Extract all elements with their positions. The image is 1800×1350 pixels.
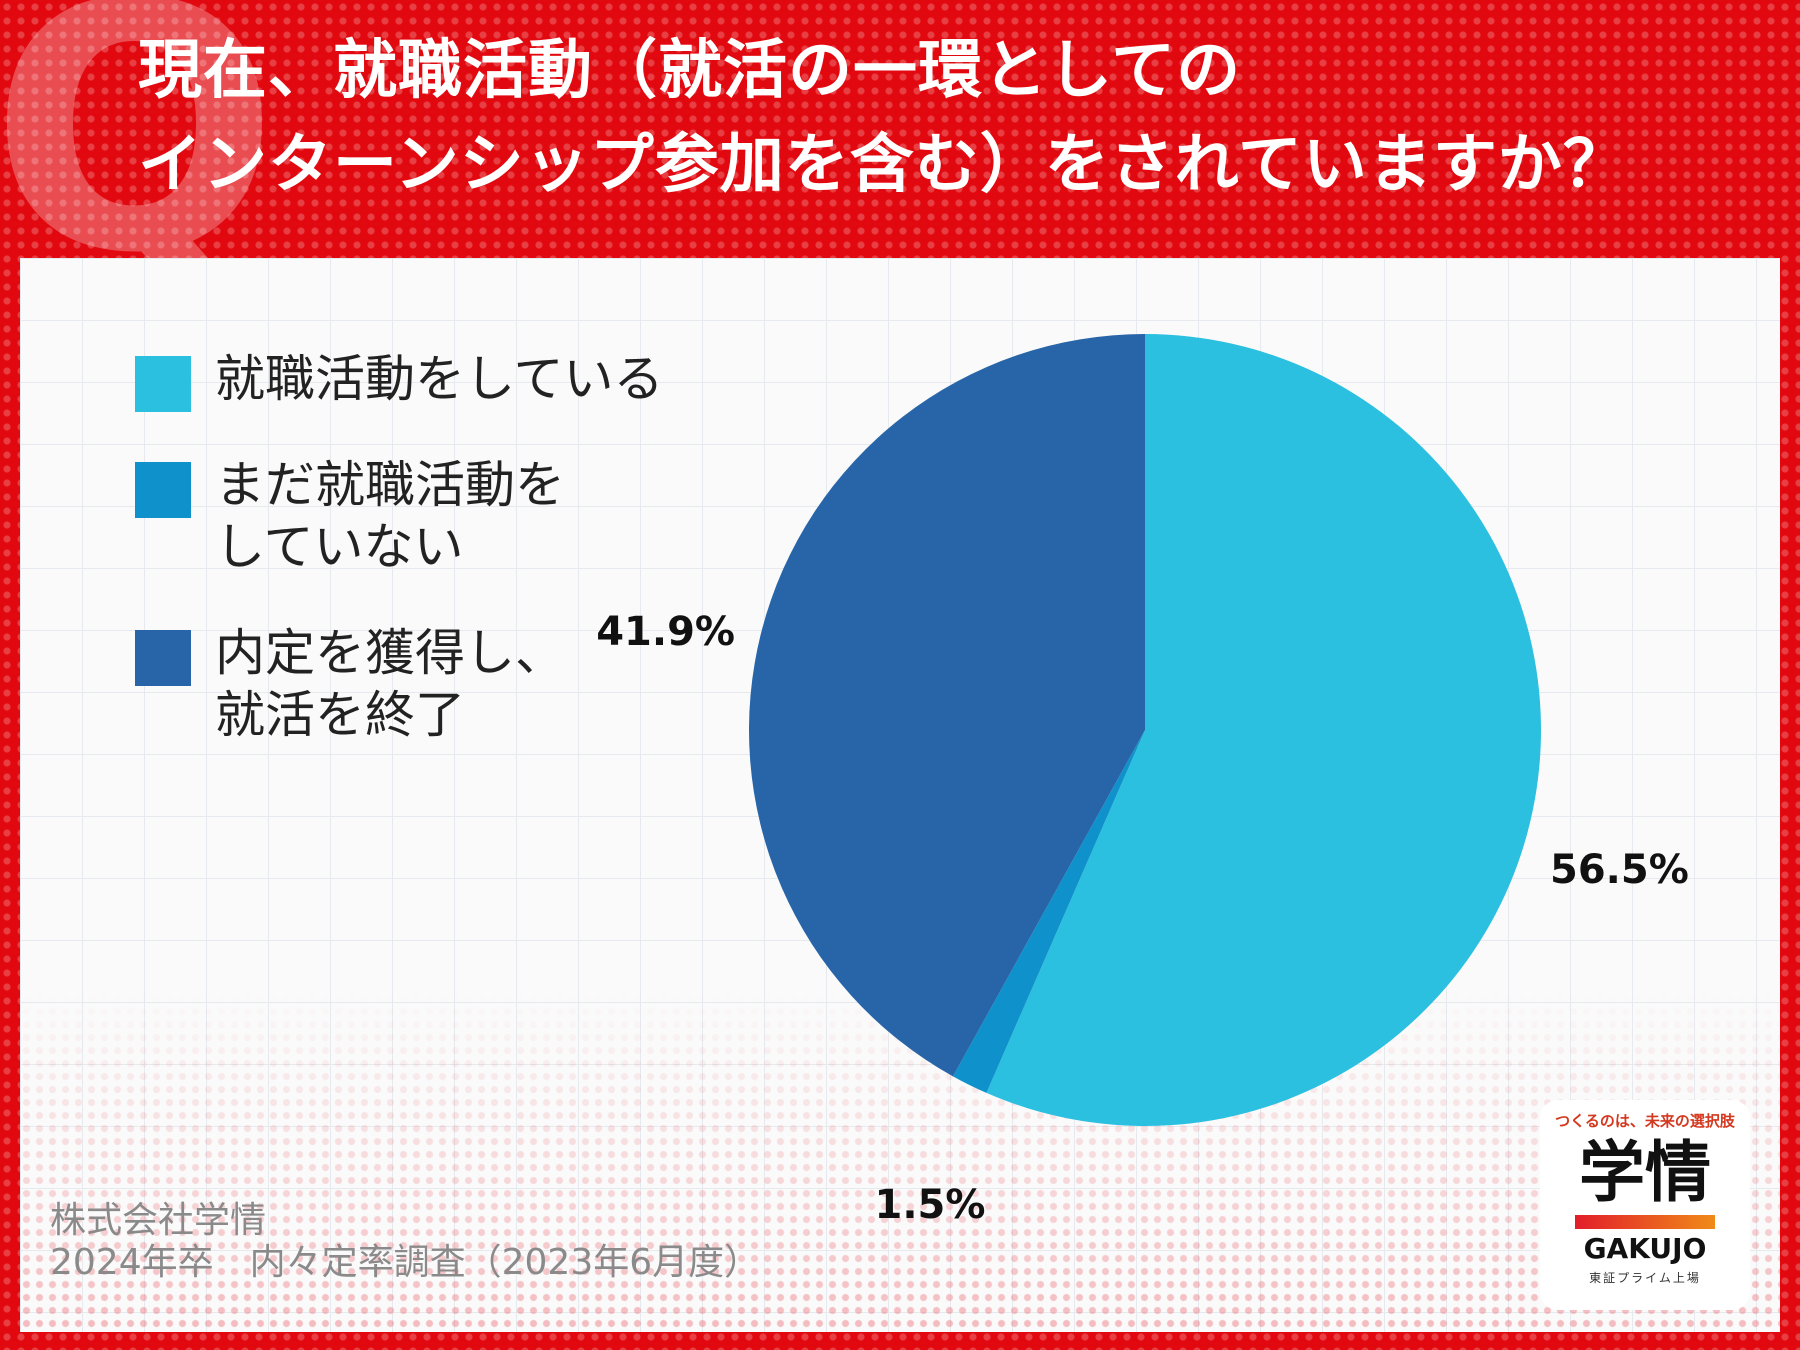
logo-en: GAKUJO — [1583, 1232, 1707, 1265]
pie-slice-finished — [748, 334, 1145, 1077]
source-survey: 2024年卒 内々定率調査（2023年6月度） — [50, 1242, 761, 1283]
legend-swatch-finished — [135, 630, 191, 686]
pie-chart: 56.5% 1.5% 41.9% — [596, 334, 1689, 1228]
legend-item-not-yet: まだ就職活動を していない — [135, 454, 664, 578]
q-watermark: Q — [0, 0, 280, 328]
legend-label-active: 就職活動をしている — [215, 350, 664, 408]
pie-label-finished: 41.9% — [596, 609, 735, 655]
logo-sub: 東証プライム上場 — [1589, 1271, 1701, 1285]
title-line-2: インターンシップ参加を含む）をされていますか？ — [138, 128, 1628, 202]
legend: 就職活動をしている まだ就職活動を していない 内定を獲得し、 就活を終了 — [135, 348, 664, 790]
gakujo-logo: つくるのは、未来の選択肢 学情 GAKUJO 東証プライム上場 — [1540, 1100, 1750, 1310]
legend-label-finished: 内定を獲得し、 就活を終了 — [215, 624, 565, 744]
source-company: 株式会社学情 — [50, 1200, 267, 1241]
logo-gradient-bar — [1575, 1215, 1715, 1229]
legend-swatch-active — [135, 356, 191, 412]
source-caption: 株式会社学情 2024年卒 内々定率調査（2023年6月度） — [50, 1200, 760, 1284]
logo-tagline: つくるのは、未来の選択肢 — [1555, 1112, 1735, 1130]
legend-label-not-yet: まだ就職活動を していない — [215, 456, 565, 576]
chart-panel: 56.5% 1.5% 41.9% 就職活動をしている まだ就職活動を していない 内… — [20, 258, 1780, 1332]
pie-slice-not-yet — [952, 730, 1145, 1093]
pie-label-active: 56.5% — [1550, 847, 1689, 893]
title-line-1: 現在、就職活動（就活の一環としての — [138, 34, 1242, 108]
legend-swatch-not-yet — [135, 462, 191, 518]
pie-label-not-yet: 1.5% — [875, 1182, 986, 1228]
legend-item-finished: 内定を獲得し、 就活を終了 — [135, 622, 664, 746]
page-title: 現在、就職活動（就活の一環としての インターンシップ参加を含む）をされていますか… — [138, 24, 1778, 212]
pie-slice-active — [986, 334, 1541, 1126]
logo-kanji: 学情 — [1579, 1134, 1711, 1211]
legend-item-active: 就職活動をしている — [135, 348, 664, 412]
